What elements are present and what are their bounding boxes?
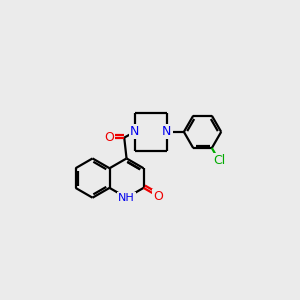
Text: O: O bbox=[105, 131, 114, 144]
Text: N: N bbox=[162, 125, 172, 138]
Text: NH: NH bbox=[118, 193, 135, 203]
Text: O: O bbox=[153, 190, 163, 203]
Text: N: N bbox=[130, 125, 139, 138]
Text: Cl: Cl bbox=[214, 154, 226, 167]
